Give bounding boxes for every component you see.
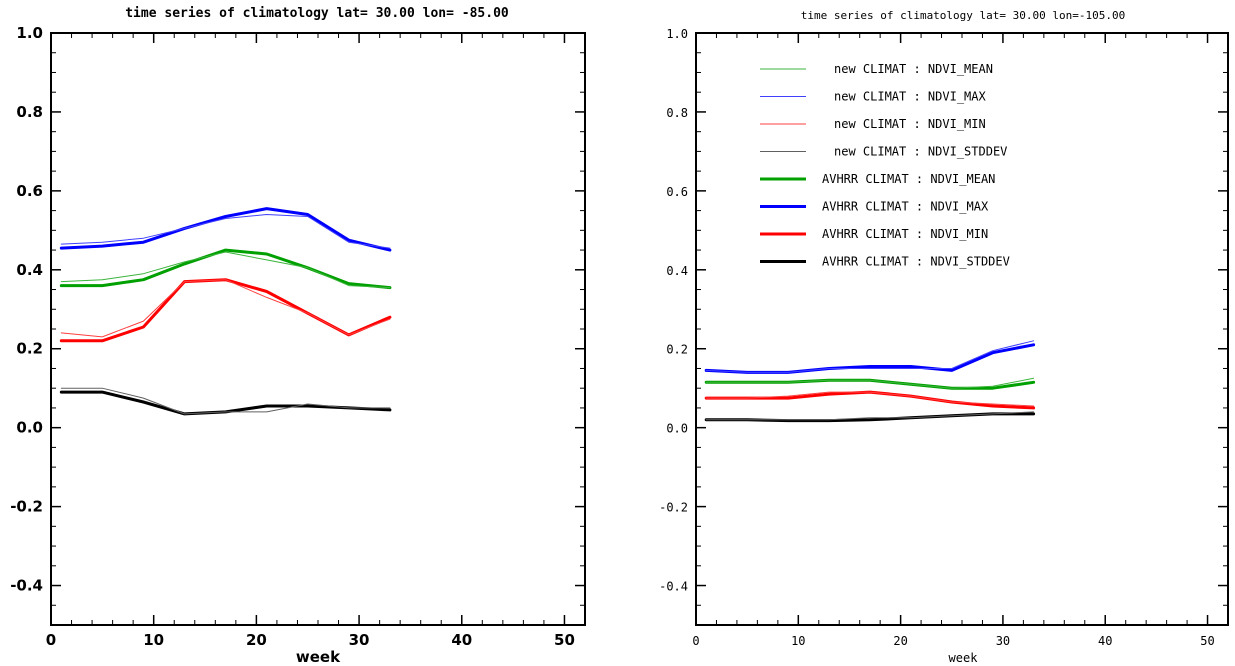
- chart-left-series-avhrr-max: [59, 207, 392, 252]
- chart-left-frame: [50, 32, 586, 626]
- chart-left-ytick-label: 0.0: [16, 419, 43, 437]
- chart-right-ytick-label: 0.8: [666, 106, 688, 120]
- chart-left-series-avhrr-mean: [59, 248, 392, 290]
- chart-left-xtick-label: 0: [46, 631, 56, 649]
- chart-right-axes: -0.4 -0.2 0.0 0.2 0.4 0.6 0.8 1.0 0 10 20 30 40 50: [659, 27, 1228, 648]
- chart-left-xtick-label: 10: [143, 631, 164, 649]
- legend-label-avhrr-mean: AVHRR CLIMAT : NDVI_MEAN: [822, 172, 995, 186]
- chart-left-xtick-label: 20: [246, 631, 267, 649]
- chart-right-ytick-label: -0.4: [659, 580, 688, 594]
- chart-right: time series of climatology lat= 30.00 lo…: [659, 9, 1229, 665]
- chart-left: time series of climatology lat= 30.00 lo…: [10, 6, 586, 666]
- chart-right-series-new-max: [705, 340, 1035, 373]
- chart-right-ytick-label: 0.0: [666, 422, 688, 436]
- chart-left-ytick-label: 1.0: [16, 24, 43, 42]
- chart-right-title: time series of climatology lat= 30.00 lo…: [801, 9, 1126, 22]
- chart-left-ytick-label: -0.4: [10, 577, 43, 595]
- chart-left-title: time series of climatology lat= 30.00 lo…: [125, 6, 509, 21]
- chart-left-series-new-min: [60, 279, 391, 338]
- chart-left-axes: -0.4 -0.2 0.0 0.2 0.4 0.6 0.8 1.0 0 10 20 30 40 50: [10, 24, 585, 649]
- chart-right-ytick-label: 0.4: [666, 264, 688, 278]
- legend-label-avhrr-min: AVHRR CLIMAT : NDVI_MIN: [822, 227, 988, 241]
- chart-left-series-avhrr-std: [59, 390, 392, 416]
- legend-label-new-std: new CLIMAT : NDVI_STDDEV: [834, 145, 1007, 159]
- chart-right-ytick-label: 1.0: [666, 27, 688, 41]
- chart-right-xtick-label: 50: [1200, 634, 1214, 648]
- chart-left-ytick-label: 0.8: [16, 103, 43, 121]
- chart-left-xtick-label: 40: [451, 631, 472, 649]
- chart-right-series-avhrr-min: [704, 390, 1036, 410]
- chart-right-xtick-label: 20: [893, 634, 907, 648]
- chart-left-series-new-mean: [60, 251, 391, 289]
- chart-right-series-new-std: [705, 411, 1035, 421]
- chart-left-xlabel: week: [296, 648, 341, 666]
- chart-right-ytick-label: 0.6: [666, 185, 688, 199]
- legend-label-avhrr-std: AVHRR CLIMAT : NDVI_STDDEV: [822, 255, 1010, 269]
- chart-left-ytick-label: -0.2: [10, 498, 43, 516]
- chart-right-xtick-label: 40: [1098, 634, 1112, 648]
- legend-label-new-mean: new CLIMAT : NDVI_MEAN: [834, 62, 993, 76]
- legend-label-new-min: new CLIMAT : NDVI_MIN: [834, 117, 986, 131]
- chart-left-plot-area: [59, 207, 392, 416]
- chart-left-ytick-label: 0.4: [16, 261, 43, 279]
- chart-right-series-new-mean: [705, 377, 1035, 389]
- chart-right-xtick-label: 10: [791, 634, 805, 648]
- chart-right-ytick-label: 0.2: [666, 343, 688, 357]
- legend-label-new-max: new CLIMAT : NDVI_MAX: [834, 90, 986, 104]
- chart-left-series-new-std: [60, 387, 391, 415]
- chart-left-xtick-label: 30: [349, 631, 370, 649]
- chart-right-ytick-label: -0.2: [659, 501, 688, 515]
- chart-right-series-new-min: [705, 391, 1035, 407]
- chart-right-xlabel: week: [949, 651, 979, 665]
- chart-left-series-avhrr-min: [59, 278, 392, 343]
- legend-label-avhrr-max: AVHRR CLIMAT : NDVI_MAX: [822, 200, 989, 214]
- chart-right-xtick-label: 0: [692, 634, 699, 648]
- chart-left-series-new-max: [60, 214, 391, 249]
- chart-right-xtick-label: 30: [996, 634, 1010, 648]
- chart-right-plot-area: [704, 340, 1036, 423]
- chart-left-ytick-label: 0.2: [16, 340, 43, 358]
- chart-left-xtick-label: 50: [554, 631, 575, 649]
- chart-left-ytick-label: 0.6: [16, 182, 43, 200]
